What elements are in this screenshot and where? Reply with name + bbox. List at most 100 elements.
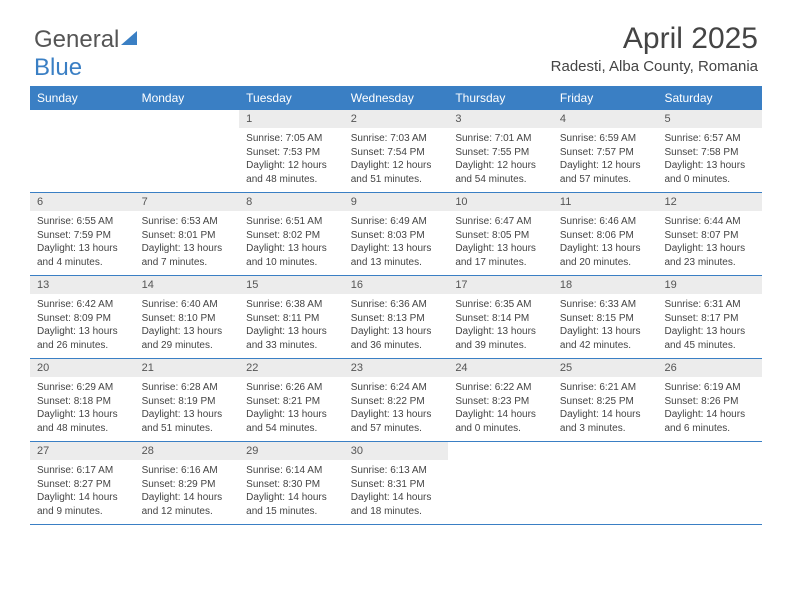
sunrise-text: Sunrise: 6:24 AM — [351, 381, 442, 395]
daylight-text: Daylight: 12 hours and 48 minutes. — [246, 159, 337, 186]
sunrise-text: Sunrise: 6:28 AM — [142, 381, 233, 395]
day-body: Sunrise: 6:57 AMSunset: 7:58 PMDaylight:… — [657, 128, 762, 192]
day-body: Sunrise: 6:55 AMSunset: 7:59 PMDaylight:… — [30, 211, 135, 275]
title-block: April 2025 Radesti, Alba County, Romania — [551, 22, 758, 75]
daylight-text: Daylight: 14 hours and 9 minutes. — [37, 491, 128, 518]
day-number: 6 — [30, 193, 135, 211]
day-number: 26 — [657, 359, 762, 377]
sunset-text: Sunset: 8:15 PM — [560, 312, 651, 326]
day-cell — [135, 110, 240, 192]
weekday-header: Tuesday — [239, 87, 344, 110]
sunset-text: Sunset: 8:14 PM — [455, 312, 546, 326]
daylight-text: Daylight: 12 hours and 54 minutes. — [455, 159, 546, 186]
sunset-text: Sunset: 8:22 PM — [351, 395, 442, 409]
day-body: Sunrise: 6:40 AMSunset: 8:10 PMDaylight:… — [135, 294, 240, 358]
day-cell: 26Sunrise: 6:19 AMSunset: 8:26 PMDayligh… — [657, 359, 762, 441]
day-cell: 1Sunrise: 7:05 AMSunset: 7:53 PMDaylight… — [239, 110, 344, 192]
day-cell: 15Sunrise: 6:38 AMSunset: 8:11 PMDayligh… — [239, 276, 344, 358]
day-cell: 23Sunrise: 6:24 AMSunset: 8:22 PMDayligh… — [344, 359, 449, 441]
daylight-text: Daylight: 14 hours and 6 minutes. — [664, 408, 755, 435]
day-cell — [657, 442, 762, 524]
day-cell: 3Sunrise: 7:01 AMSunset: 7:55 PMDaylight… — [448, 110, 553, 192]
sunset-text: Sunset: 7:58 PM — [664, 146, 755, 160]
day-number: 2 — [344, 110, 449, 128]
day-cell — [553, 442, 658, 524]
sunrise-text: Sunrise: 6:16 AM — [142, 464, 233, 478]
sunset-text: Sunset: 8:21 PM — [246, 395, 337, 409]
sunrise-text: Sunrise: 6:13 AM — [351, 464, 442, 478]
day-body: Sunrise: 6:42 AMSunset: 8:09 PMDaylight:… — [30, 294, 135, 358]
day-body: Sunrise: 6:17 AMSunset: 8:27 PMDaylight:… — [30, 460, 135, 524]
sunset-text: Sunset: 8:31 PM — [351, 478, 442, 492]
day-number: 10 — [448, 193, 553, 211]
sunrise-text: Sunrise: 6:55 AM — [37, 215, 128, 229]
day-number: 24 — [448, 359, 553, 377]
sunset-text: Sunset: 8:10 PM — [142, 312, 233, 326]
sunrise-text: Sunrise: 6:49 AM — [351, 215, 442, 229]
day-body: Sunrise: 7:05 AMSunset: 7:53 PMDaylight:… — [239, 128, 344, 192]
weekday-header: Monday — [135, 87, 240, 110]
day-body: Sunrise: 6:35 AMSunset: 8:14 PMDaylight:… — [448, 294, 553, 358]
sunrise-text: Sunrise: 6:17 AM — [37, 464, 128, 478]
sunrise-text: Sunrise: 6:36 AM — [351, 298, 442, 312]
day-cell: 6Sunrise: 6:55 AMSunset: 7:59 PMDaylight… — [30, 193, 135, 275]
day-cell: 24Sunrise: 6:22 AMSunset: 8:23 PMDayligh… — [448, 359, 553, 441]
day-cell: 16Sunrise: 6:36 AMSunset: 8:13 PMDayligh… — [344, 276, 449, 358]
daylight-text: Daylight: 13 hours and 36 minutes. — [351, 325, 442, 352]
day-cell: 29Sunrise: 6:14 AMSunset: 8:30 PMDayligh… — [239, 442, 344, 524]
day-number: 15 — [239, 276, 344, 294]
day-body: Sunrise: 6:16 AMSunset: 8:29 PMDaylight:… — [135, 460, 240, 524]
day-body: Sunrise: 6:38 AMSunset: 8:11 PMDaylight:… — [239, 294, 344, 358]
sunset-text: Sunset: 8:23 PM — [455, 395, 546, 409]
daylight-text: Daylight: 13 hours and 0 minutes. — [664, 159, 755, 186]
day-body: Sunrise: 6:13 AMSunset: 8:31 PMDaylight:… — [344, 460, 449, 524]
sunrise-text: Sunrise: 6:19 AM — [664, 381, 755, 395]
day-number: 14 — [135, 276, 240, 294]
day-number: 25 — [553, 359, 658, 377]
sunrise-text: Sunrise: 6:53 AM — [142, 215, 233, 229]
sunrise-text: Sunrise: 7:03 AM — [351, 132, 442, 146]
day-cell: 28Sunrise: 6:16 AMSunset: 8:29 PMDayligh… — [135, 442, 240, 524]
day-cell: 11Sunrise: 6:46 AMSunset: 8:06 PMDayligh… — [553, 193, 658, 275]
day-number: 28 — [135, 442, 240, 460]
location-subtitle: Radesti, Alba County, Romania — [551, 58, 758, 75]
daylight-text: Daylight: 13 hours and 48 minutes. — [37, 408, 128, 435]
day-cell: 5Sunrise: 6:57 AMSunset: 7:58 PMDaylight… — [657, 110, 762, 192]
daylight-text: Daylight: 13 hours and 10 minutes. — [246, 242, 337, 269]
day-body: Sunrise: 6:46 AMSunset: 8:06 PMDaylight:… — [553, 211, 658, 275]
day-body: Sunrise: 6:53 AMSunset: 8:01 PMDaylight:… — [135, 211, 240, 275]
day-number: 13 — [30, 276, 135, 294]
daylight-text: Daylight: 13 hours and 29 minutes. — [142, 325, 233, 352]
day-number: 5 — [657, 110, 762, 128]
day-cell: 4Sunrise: 6:59 AMSunset: 7:57 PMDaylight… — [553, 110, 658, 192]
logo-text-2: Blue — [34, 54, 82, 81]
day-number: 9 — [344, 193, 449, 211]
sunset-text: Sunset: 8:01 PM — [142, 229, 233, 243]
sunset-text: Sunset: 8:06 PM — [560, 229, 651, 243]
logo-sail-icon — [121, 31, 137, 45]
daylight-text: Daylight: 13 hours and 13 minutes. — [351, 242, 442, 269]
daylight-text: Daylight: 12 hours and 57 minutes. — [560, 159, 651, 186]
sunrise-text: Sunrise: 6:33 AM — [560, 298, 651, 312]
sunset-text: Sunset: 7:59 PM — [37, 229, 128, 243]
daylight-text: Daylight: 13 hours and 45 minutes. — [664, 325, 755, 352]
daylight-text: Daylight: 13 hours and 54 minutes. — [246, 408, 337, 435]
day-body: Sunrise: 6:59 AMSunset: 7:57 PMDaylight:… — [553, 128, 658, 192]
daylight-text: Daylight: 14 hours and 12 minutes. — [142, 491, 233, 518]
day-cell: 9Sunrise: 6:49 AMSunset: 8:03 PMDaylight… — [344, 193, 449, 275]
sunset-text: Sunset: 8:30 PM — [246, 478, 337, 492]
daylight-text: Daylight: 14 hours and 15 minutes. — [246, 491, 337, 518]
sunrise-text: Sunrise: 6:22 AM — [455, 381, 546, 395]
day-number: 16 — [344, 276, 449, 294]
weekday-header: Sunday — [30, 87, 135, 110]
week-row: 1Sunrise: 7:05 AMSunset: 7:53 PMDaylight… — [30, 110, 762, 193]
sunset-text: Sunset: 8:03 PM — [351, 229, 442, 243]
day-body: Sunrise: 6:21 AMSunset: 8:25 PMDaylight:… — [553, 377, 658, 441]
sunset-text: Sunset: 8:02 PM — [246, 229, 337, 243]
sunrise-text: Sunrise: 6:46 AM — [560, 215, 651, 229]
sunrise-text: Sunrise: 6:57 AM — [664, 132, 755, 146]
day-number: 4 — [553, 110, 658, 128]
day-body: Sunrise: 6:49 AMSunset: 8:03 PMDaylight:… — [344, 211, 449, 275]
weekday-header: Friday — [553, 87, 658, 110]
daylight-text: Daylight: 13 hours and 17 minutes. — [455, 242, 546, 269]
